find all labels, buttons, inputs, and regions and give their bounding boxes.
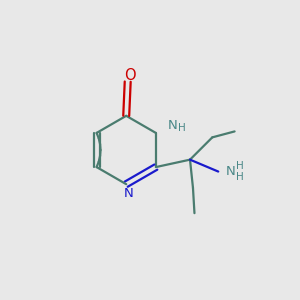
Text: N: N [167,119,177,132]
Text: H: H [236,172,244,182]
Text: H: H [236,161,244,171]
Text: H: H [178,123,186,133]
Text: N: N [225,165,235,178]
Text: N: N [124,187,134,200]
Text: O: O [124,68,136,82]
